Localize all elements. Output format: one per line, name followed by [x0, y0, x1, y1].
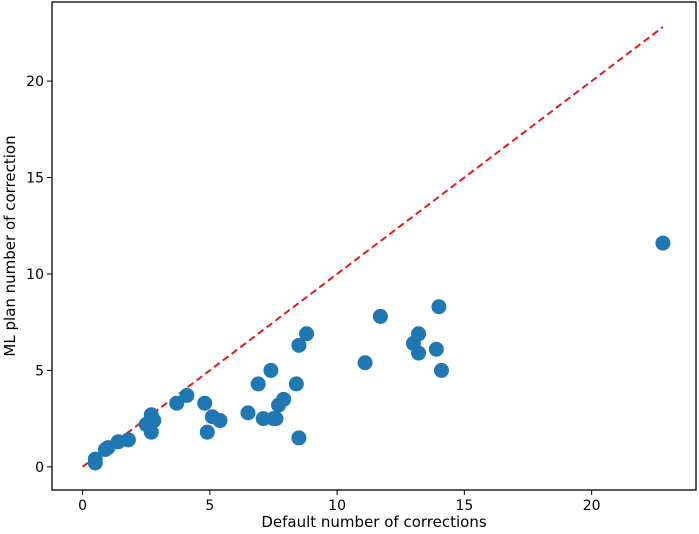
data-point-0-24: [288, 376, 304, 392]
data-point-0-28: [357, 355, 373, 371]
data-point-0-16: [240, 405, 256, 421]
data-point-0-21: [268, 411, 284, 427]
data-point-0-13: [199, 424, 215, 440]
data-point-0-1: [87, 451, 103, 467]
data-point-0-23: [276, 391, 292, 407]
data-point-0-11: [179, 387, 195, 403]
x-tick-label-3: 15: [455, 498, 473, 514]
y-tick-label-3: 15: [26, 171, 44, 187]
data-point-0-17: [250, 376, 266, 392]
data-point-0-27: [299, 326, 315, 342]
y-tick-label-2: 10: [26, 267, 44, 283]
data-point-0-34: [431, 299, 447, 315]
data-point-0-7: [143, 424, 159, 440]
data-point-0-5: [120, 432, 136, 448]
reference-line-layer: [81, 26, 664, 468]
data-point-0-31: [411, 345, 427, 361]
data-point-0-33: [428, 341, 444, 357]
y-axis-ticks: 0 5 10 15 20: [26, 74, 52, 476]
x-axis-ticks: 0 5 10 15 20: [78, 490, 601, 514]
y-tick-label-4: 20: [26, 74, 44, 90]
data-point-0-35: [433, 362, 449, 378]
data-point-0-25: [291, 337, 307, 353]
data-point-0-29: [372, 308, 388, 324]
reference-dashed-line: [81, 26, 664, 468]
data-point-0-15: [212, 413, 228, 429]
y-tick-label-1: 5: [35, 363, 44, 379]
y-tick-label-0: 0: [35, 460, 44, 476]
data-point-0-36: [655, 235, 671, 251]
y-axis-label: ML plan number of correction: [1, 135, 19, 356]
data-point-0-10: [169, 395, 185, 411]
data-point-0-12: [197, 395, 213, 411]
x-tick-label-4: 20: [583, 498, 601, 514]
x-tick-label-0: 0: [78, 498, 87, 514]
data-points-layer: [87, 235, 671, 471]
x-tick-label-2: 10: [328, 498, 346, 514]
data-point-0-19: [263, 362, 279, 378]
data-point-0-26: [291, 430, 307, 446]
x-axis-label: Default number of corrections: [261, 513, 486, 531]
data-point-0-9: [146, 413, 162, 429]
x-tick-label-1: 5: [205, 498, 214, 514]
data-point-0-32: [411, 326, 427, 342]
